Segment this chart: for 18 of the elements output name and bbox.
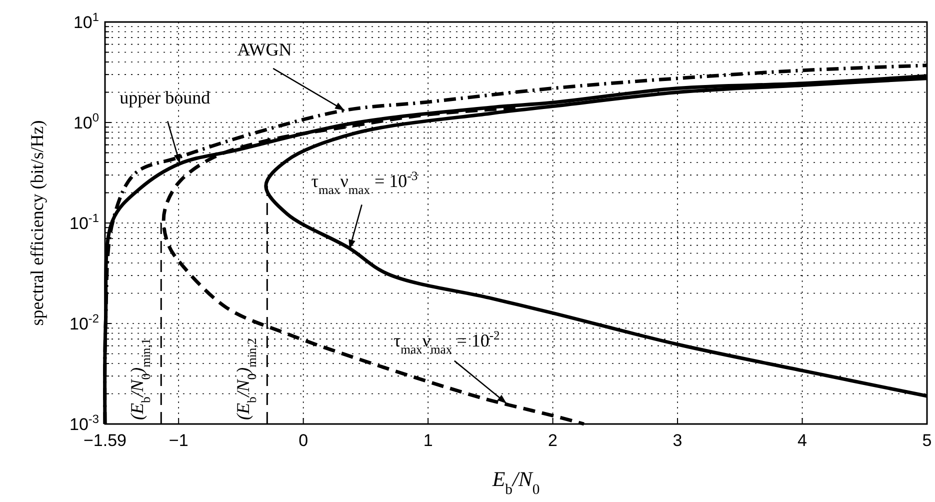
x-tick-label: −1 <box>168 431 188 450</box>
x-tick-label: 3 <box>672 431 682 450</box>
y-axis-title: spectral efficiency (bit/s/Hz) <box>27 120 47 326</box>
x-tick-label: 2 <box>548 431 558 450</box>
y-tick-label: 10$^{1}$ <box>73 10 100 32</box>
y-tick-label: 10$^{-3}$ <box>70 412 100 434</box>
x-tick-label: −1.59 <box>83 431 127 450</box>
x-tick-label: 0 <box>298 431 308 450</box>
y-tick-label: 10$^{-2}$ <box>70 312 100 334</box>
y-tick-label: 10$^{-1}$ <box>70 211 100 233</box>
x-tick-label: 5 <box>922 431 932 450</box>
y-tick-label: 10$^{0}$ <box>73 110 100 132</box>
x-tick-label: 1 <box>423 431 433 450</box>
annotation: τ$_{max}$ν$_{max}$ = 10$^{-3}$ <box>311 169 418 198</box>
x-tick-label: 4 <box>798 431 807 450</box>
annotation: upper bound <box>120 88 210 108</box>
x-axis-title: E$_{b}$/N$_{0}$ <box>491 467 540 498</box>
annotation: AWGN <box>237 39 292 60</box>
